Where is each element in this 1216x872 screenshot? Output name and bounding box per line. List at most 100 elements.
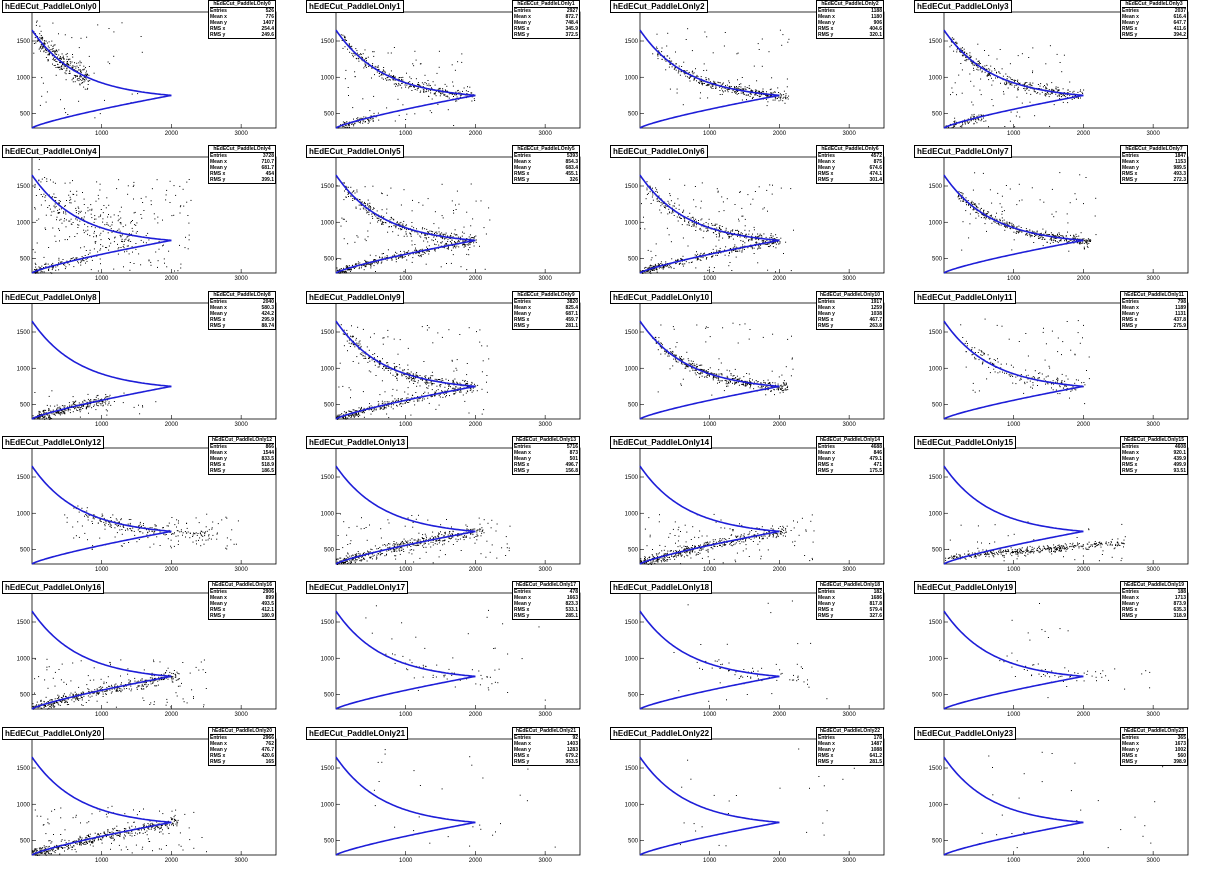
scatter-point — [69, 236, 71, 238]
scatter-point — [1081, 238, 1083, 240]
scatter-point — [672, 211, 674, 213]
scatter-point — [762, 208, 764, 210]
scatter-point — [452, 93, 454, 95]
scatter-point — [748, 239, 750, 241]
scatter-point — [132, 251, 133, 253]
scatter-point — [1024, 84, 1026, 86]
scatter-point — [437, 241, 438, 243]
scatter-point — [401, 257, 403, 259]
scatter-point — [1054, 236, 1056, 238]
scatter-point — [68, 220, 70, 222]
scatter-point — [774, 238, 776, 240]
scatter-point — [1057, 89, 1059, 91]
scatter-point — [675, 63, 677, 65]
scatter-point — [54, 183, 56, 185]
scatter-point — [381, 77, 383, 79]
scatter-point — [740, 240, 742, 242]
scatter-point — [1080, 97, 1081, 99]
scatter-point — [97, 401, 99, 403]
scatter-point — [395, 261, 397, 263]
scatter-point — [1006, 75, 1008, 77]
scatter-point — [977, 117, 979, 119]
scatter-point — [1029, 101, 1031, 103]
scatter-point — [1040, 233, 1042, 235]
scatter-point — [364, 49, 366, 51]
scatter-point — [94, 398, 96, 400]
scatter-point — [450, 93, 452, 95]
scatter-point — [1021, 199, 1023, 201]
scatter-point — [745, 237, 747, 239]
scatter-point — [404, 84, 406, 86]
scatter-point — [380, 74, 382, 76]
scatter-point — [64, 412, 66, 414]
scatter-point — [343, 333, 345, 335]
stats-value: 875 — [873, 159, 882, 166]
scatter-point — [376, 217, 378, 219]
scatter-point — [54, 203, 56, 205]
scatter-points — [640, 179, 794, 275]
scatter-point — [387, 367, 389, 369]
scatter-point — [1013, 239, 1015, 241]
stats-value: 748.4 — [565, 20, 578, 26]
scatter-point — [968, 204, 969, 206]
scatter-point — [956, 94, 957, 96]
scatter-point — [962, 193, 964, 195]
scatter-point — [65, 70, 67, 72]
scatter-point — [1080, 89, 1081, 91]
scatter-point — [1036, 230, 1038, 232]
scatter-point — [452, 381, 454, 383]
scatter-point — [976, 212, 978, 214]
scatter-point — [415, 78, 417, 80]
scatter-point — [657, 52, 659, 54]
scatter-point — [671, 258, 673, 260]
scatter-point — [343, 268, 344, 270]
scatter-point — [950, 41, 952, 43]
scatter-point — [446, 248, 448, 250]
x-tick-label: 3000 — [842, 276, 856, 282]
scatter-point — [972, 104, 974, 106]
scatter-point — [357, 261, 359, 263]
scatter-point — [352, 200, 354, 202]
scatter-point — [41, 44, 43, 46]
scatter-point — [757, 43, 759, 45]
scatter-point — [452, 81, 454, 83]
scatter-point — [730, 248, 732, 250]
scatter-point — [1088, 243, 1090, 245]
scatter-point — [39, 415, 41, 417]
scatter-point — [714, 224, 716, 226]
scatter-point — [344, 36, 345, 38]
scatter-point — [34, 37, 36, 39]
scatter-point — [369, 203, 371, 205]
scatter-point — [114, 236, 116, 238]
scatter-point — [711, 257, 713, 259]
stats-row: Mean x 710.7 — [210, 159, 274, 165]
scatter-point — [785, 98, 787, 100]
scatter-point — [973, 209, 975, 211]
scatter-point — [410, 376, 412, 378]
scatter-point — [419, 374, 421, 376]
y-tick-label: 1500 — [17, 39, 31, 45]
scatter-point — [1058, 95, 1060, 96]
lower-kinematic-curve — [943, 239, 1084, 275]
stats-label: Mean x — [1122, 159, 1139, 166]
scatter-point — [971, 62, 973, 64]
scatter-point — [368, 66, 370, 67]
scatter-point — [111, 222, 113, 224]
scatter-point — [53, 266, 54, 268]
scatter-point — [135, 225, 137, 227]
scatter-point — [676, 260, 678, 262]
scatter-point — [693, 225, 695, 227]
scatter-point — [177, 270, 179, 272]
scatter-point — [675, 51, 676, 53]
scatter-point — [43, 411, 45, 413]
scatter-point — [400, 251, 401, 253]
scatter-point — [985, 218, 987, 220]
scatter-point — [669, 63, 671, 65]
scatter-point — [469, 244, 471, 246]
scatter-point — [715, 234, 717, 236]
scatter-point — [761, 65, 763, 67]
scatter-point — [1045, 95, 1047, 97]
scatter-point — [655, 187, 657, 189]
scatter-point — [188, 234, 190, 236]
scatter-point — [400, 77, 402, 78]
